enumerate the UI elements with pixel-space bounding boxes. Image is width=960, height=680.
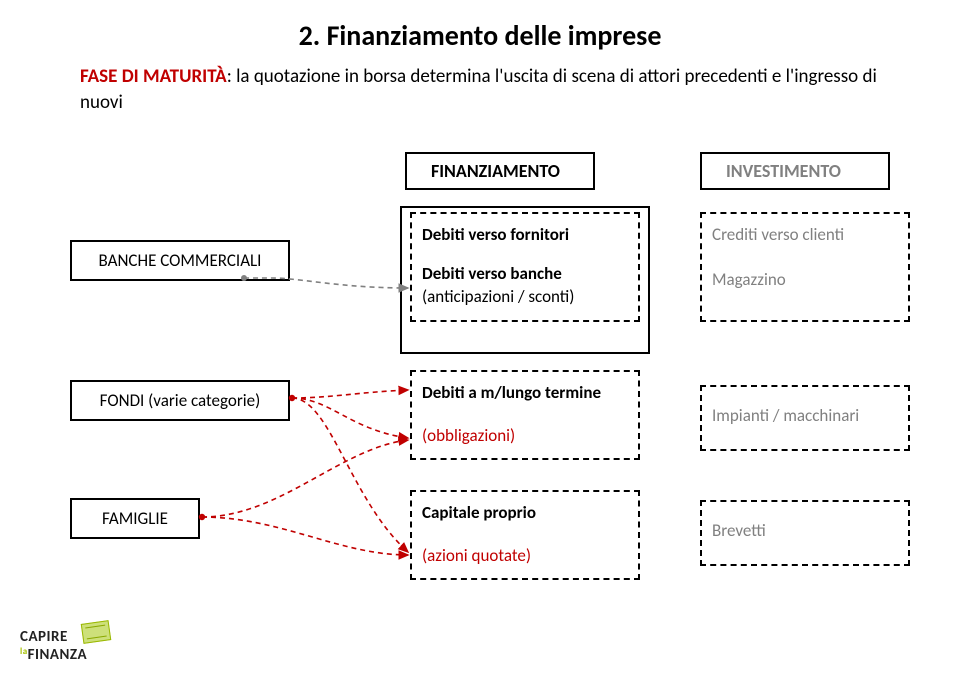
header-investimento-label: INVESTIMENTO xyxy=(726,160,841,182)
logo-line2: laFINANZA xyxy=(20,646,140,664)
fin-low-box: Capitale proprio (azioni quotate) xyxy=(410,490,640,580)
inv-low-box: Brevetti xyxy=(700,500,910,566)
page-title: 2. Finanziamento delle imprese xyxy=(0,18,960,53)
header-finanziamento-label: FINANZIAMENTO xyxy=(431,160,560,182)
connector-fondi-to-azioni xyxy=(292,398,408,552)
logo-money-icon xyxy=(81,620,112,644)
connector-famiglie-to-obblig xyxy=(202,440,408,517)
source-famiglie-label: FAMIGLIE xyxy=(102,508,168,529)
fin-mid-box: Debiti a m/lungo termine (obbligazioni) xyxy=(410,370,640,460)
fin-upper-line2b: (anticipazioni / sconti) xyxy=(422,286,628,307)
connector-famiglie-to-azioni xyxy=(202,517,408,555)
inv-upper-box: Crediti verso clienti Magazzino xyxy=(700,212,910,322)
fin-low-line1: Capitale proprio xyxy=(422,502,628,523)
fin-low-line2: (azioni quotate) xyxy=(422,545,628,566)
inv-upper-line2: Magazzino xyxy=(712,269,898,290)
connector-fondi-to-obblig xyxy=(292,398,408,438)
connector-fondi-to-mlungo xyxy=(292,390,408,398)
title-text: 2. Finanziamento delle imprese xyxy=(299,18,662,53)
fin-mid-line2: (obbligazioni) xyxy=(422,425,628,446)
header-investimento: INVESTIMENTO xyxy=(700,152,890,190)
fin-upper-box: Debiti verso fornitori Debiti verso banc… xyxy=(410,212,640,322)
page-subtitle: FASE DI MATURITÀ: la quotazione in borsa… xyxy=(80,64,880,115)
subtitle-prefix: FASE DI MATURITÀ xyxy=(80,65,227,88)
inv-upper-line1: Crediti verso clienti xyxy=(712,224,898,245)
header-finanziamento: FINANZIAMENTO xyxy=(405,152,595,190)
source-famiglie: FAMIGLIE xyxy=(70,498,200,539)
inv-mid-box: Impianti / macchinari xyxy=(700,385,910,451)
source-banche-commerciali: BANCHE COMMERCIALI xyxy=(70,240,290,281)
source-banche-label: BANCHE COMMERCIALI xyxy=(99,250,262,271)
source-fondi: FONDI (varie categorie) xyxy=(70,380,290,421)
logo-line1: CAPIRE xyxy=(20,628,140,646)
inv-mid-line1: Impianti / macchinari xyxy=(712,405,898,426)
inv-low-line1: Brevetti xyxy=(712,520,898,541)
logo-capire-la-finanza: CAPIRE laFINANZA xyxy=(20,628,140,664)
source-fondi-label: FONDI (varie categorie) xyxy=(100,390,261,411)
fin-upper-line2a: Debiti verso banche xyxy=(422,263,628,284)
fin-mid-line1: Debiti a m/lungo termine xyxy=(422,382,628,403)
fin-upper-line1: Debiti verso fornitori xyxy=(422,224,628,245)
